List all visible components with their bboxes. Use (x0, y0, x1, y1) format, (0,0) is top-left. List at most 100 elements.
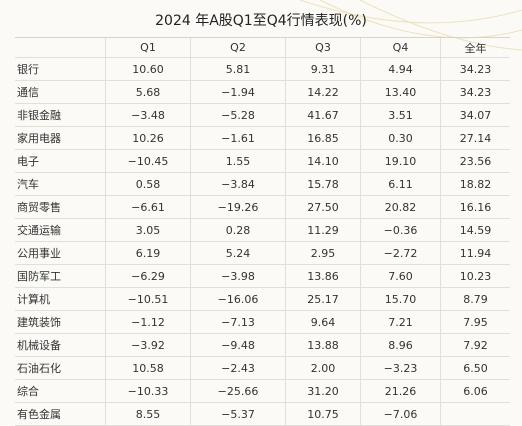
table-row: 通信 5.68 −1.94 14.22 13.40 34.23 (15, 81, 510, 104)
header-cell: Q3 (285, 38, 360, 57)
table-cell: −10.33 (105, 380, 190, 402)
table-cell: −3.98 (190, 265, 285, 287)
table-cell: 6.50 (440, 357, 510, 379)
row-label: 建筑装饰 (17, 316, 61, 329)
table-cell: −1.61 (190, 127, 285, 149)
table-cell: −3.23 (360, 357, 440, 379)
table-cell: −6.61 (105, 196, 190, 218)
row-label: 综合 (17, 385, 39, 398)
table-cell: 10.26 (105, 127, 190, 149)
table-cell: −5.37 (190, 403, 285, 425)
table-cell: −5.28 (190, 104, 285, 126)
table-cell: 10.58 (105, 357, 190, 379)
table-cell: 34.23 (440, 58, 510, 80)
table-cell: 23.56 (440, 150, 510, 172)
table-cell: 2.95 (285, 242, 360, 264)
header-cell: 全年 (440, 38, 510, 57)
table-cell: 0.58 (105, 173, 190, 195)
table-cell: −3.92 (105, 334, 190, 356)
table-cell: 15.78 (285, 173, 360, 195)
table-cell: −16.06 (190, 288, 285, 310)
table-cell: 18.82 (440, 173, 510, 195)
table-row: 电子 −10.45 1.55 14.10 19.10 23.56 (15, 150, 510, 173)
table-cell: −9.48 (190, 334, 285, 356)
table-cell: −1.94 (190, 81, 285, 103)
header-cell: Q1 (105, 38, 190, 57)
table-row: 汽车 0.58 −3.84 15.78 6.11 18.82 (15, 173, 510, 196)
header-cell (15, 38, 105, 57)
decoration (299, 0, 522, 51)
table-cell: 11.29 (285, 219, 360, 241)
table-cell: 7.92 (440, 334, 510, 356)
table-cell: 11.94 (440, 242, 510, 264)
table-row: 建筑装饰 −1.12 −7.13 9.64 7.21 7.95 (15, 311, 510, 334)
table: Q1 Q2 Q3 Q4 全年银行 10.60 5.81 9.31 4.94 34.23 通信 5.68… (15, 37, 510, 426)
row-label: 汽车 (17, 178, 39, 191)
row-label: 非银金融 (17, 109, 61, 122)
table-cell: 13.88 (285, 334, 360, 356)
row-label: 家用电器 (17, 132, 61, 145)
table-row: 国防军工 −6.29 −3.98 13.86 7.60 10.23 (15, 265, 510, 288)
table-cell: 14.10 (285, 150, 360, 172)
table-cell: 9.31 (285, 58, 360, 80)
table-cell: 41.67 (285, 104, 360, 126)
table-cell: −0.36 (360, 219, 440, 241)
table-cell: −25.66 (190, 380, 285, 402)
header-row: Q1 Q2 Q3 Q4 全年 (15, 37, 510, 58)
table-cell: 6.19 (105, 242, 190, 264)
table-cell: 10.75 (285, 403, 360, 425)
table-cell: 19.10 (360, 150, 440, 172)
header-cell: Q4 (360, 38, 440, 57)
row-label: 商贸零售 (17, 201, 61, 214)
table-cell: −7.13 (190, 311, 285, 333)
table-cell: 1.55 (190, 150, 285, 172)
table-cell (440, 403, 510, 425)
table-cell: −3.48 (105, 104, 190, 126)
table-cell: 25.17 (285, 288, 360, 310)
table-cell: 7.60 (360, 265, 440, 287)
table-cell: 31.20 (285, 380, 360, 402)
row-label: 计算机 (17, 293, 50, 306)
table-cell: 13.86 (285, 265, 360, 287)
table-cell: 34.23 (440, 81, 510, 103)
table-row: 计算机 −10.51 −16.06 25.17 15.70 8.79 (15, 288, 510, 311)
table-cell: 8.79 (440, 288, 510, 310)
table-cell: 16.16 (440, 196, 510, 218)
table-row: 石油石化 10.58 −2.43 2.00 −3.23 6.50 (15, 357, 510, 380)
table-row: 机械设备 −3.92 −9.48 13.88 8.96 7.92 (15, 334, 510, 357)
table-cell: 2.00 (285, 357, 360, 379)
table-cell: 8.96 (360, 334, 440, 356)
table-row: 交通运输 3.05 0.28 11.29 −0.36 14.59 (15, 219, 510, 242)
table-cell: 0.28 (190, 219, 285, 241)
table-cell: 3.51 (360, 104, 440, 126)
header-cell: Q2 (190, 38, 285, 57)
table-cell: 27.14 (440, 127, 510, 149)
table-cell: 14.22 (285, 81, 360, 103)
table-cell: −10.45 (105, 150, 190, 172)
table-cell: 21.26 (360, 380, 440, 402)
row-label: 银行 (17, 63, 39, 76)
table-cell: 0.30 (360, 127, 440, 149)
table-cell: 5.24 (190, 242, 285, 264)
table-cell: −10.51 (105, 288, 190, 310)
table-cell: 4.94 (360, 58, 440, 80)
table-cell: −2.43 (190, 357, 285, 379)
table-cell: 14.59 (440, 219, 510, 241)
table-cell: 27.50 (285, 196, 360, 218)
table-cell: −2.72 (360, 242, 440, 264)
table-cell: 5.81 (190, 58, 285, 80)
table-cell: 8.55 (105, 403, 190, 425)
table-cell: −3.84 (190, 173, 285, 195)
table-cell: −7.06 (360, 403, 440, 425)
row-label: 通信 (17, 86, 39, 99)
row-label: 公用事业 (17, 247, 61, 260)
table-cell: 7.95 (440, 311, 510, 333)
table-cell: 10.60 (105, 58, 190, 80)
table-cell: 15.70 (360, 288, 440, 310)
row-label: 电子 (17, 155, 39, 168)
page: 2024 年A股Q1至Q4行情表现(%) Q1 Q2 Q3 Q4 全年 银行 10.60 5.… (15, 0, 522, 426)
table-row: 银行 10.60 5.81 9.31 4.94 34.23 (15, 58, 510, 81)
title: 2024 年A股Q1至Q4行情表现(%) (155, 13, 367, 29)
table-cell: 13.40 (360, 81, 440, 103)
table-cell: 9.64 (285, 311, 360, 333)
